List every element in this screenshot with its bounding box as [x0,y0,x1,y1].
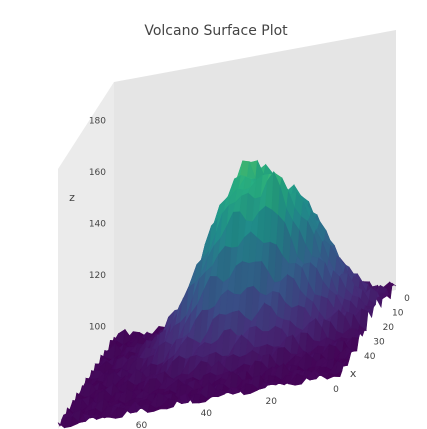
x-axis-title: x [350,367,357,380]
side-pane [58,82,114,429]
chart-title: Volcano Surface Plot [144,23,288,39]
y-axis-title: y [67,426,74,429]
y-tick-label: 0 [333,385,339,395]
z-axis-ticks: 100 120 140 160 180 [89,117,106,333]
y-tick-label: 60 [136,421,148,429]
z-tick-label: 180 [89,117,106,127]
z-tick-label: 140 [89,220,106,230]
z-axis-title: z [69,191,75,204]
x-tick-label: 10 [392,309,404,319]
z-tick-label: 160 [89,168,106,178]
z-tick-label: 120 [89,271,106,281]
x-tick-label: 40 [364,352,376,362]
x-tick-label: 0 [404,294,410,304]
x-tick-label: 30 [373,338,385,348]
x-tick-label: 20 [383,323,395,333]
y-tick-label: 20 [265,397,277,407]
surface-cell [332,370,343,378]
surface-mesh [57,159,397,429]
x-axis-ticks: 010 20 30 40 [364,294,410,362]
y-tick-label: 40 [201,409,213,419]
z-tick-label: 100 [89,323,106,333]
y-axis-ticks: 020406080 [136,385,339,429]
